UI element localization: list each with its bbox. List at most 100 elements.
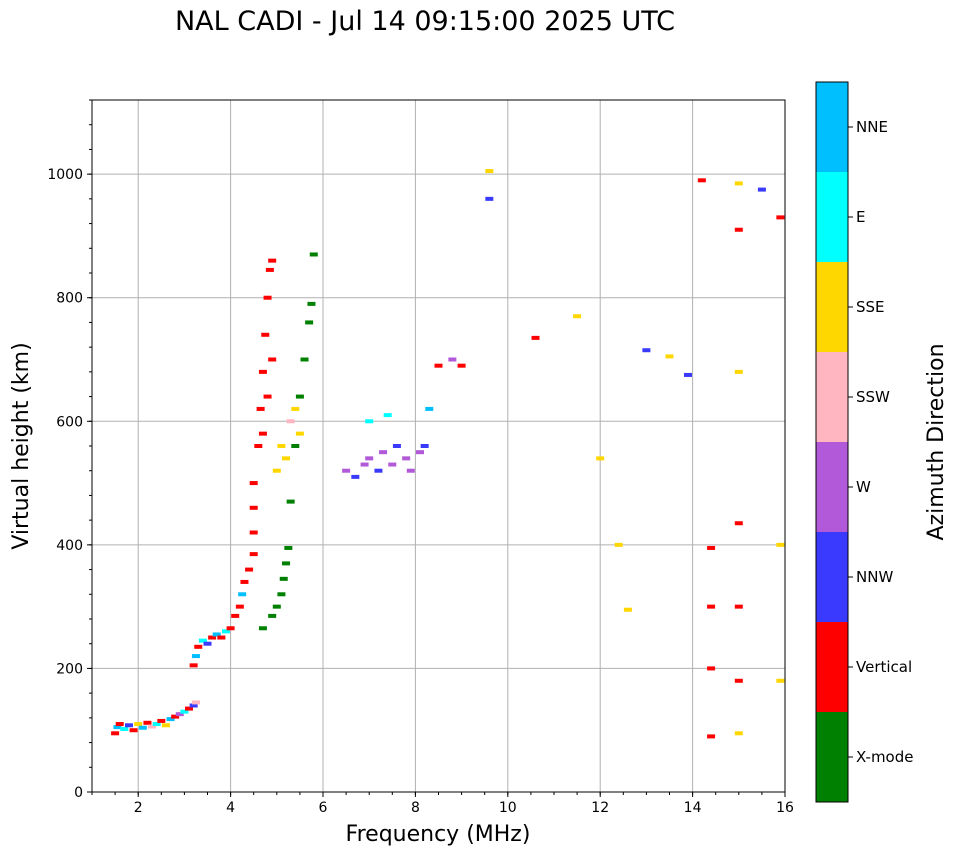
data-point (448, 357, 457, 362)
data-point (175, 712, 184, 717)
colorbar-segment (816, 442, 848, 532)
data-point (157, 718, 166, 723)
data-point (757, 187, 766, 192)
data-point (485, 196, 494, 201)
data-point (776, 678, 785, 683)
colorbar-segment (816, 82, 848, 172)
data-point (642, 348, 651, 353)
data-point (707, 666, 716, 671)
data-point (231, 613, 240, 618)
data-point (388, 462, 397, 467)
data-point (623, 607, 632, 612)
x-tick-label: 16 (776, 800, 794, 816)
data-point (734, 369, 743, 374)
data-point (279, 576, 288, 581)
data-point (245, 567, 254, 572)
data-point (392, 444, 401, 448)
data-point (420, 444, 429, 448)
data-point (734, 181, 743, 186)
data-point (295, 394, 304, 399)
data-point (191, 700, 200, 705)
data-point (734, 604, 743, 609)
data-point (129, 728, 138, 733)
colorbar-border (815, 81, 849, 803)
data-point (295, 431, 304, 436)
data-point (115, 722, 124, 727)
data-point (596, 456, 605, 461)
y-tick-label: 1000 (47, 167, 83, 183)
data-point (134, 722, 143, 727)
data-point (138, 725, 147, 730)
data-point (208, 635, 217, 640)
data-point (256, 406, 265, 411)
x-axis-label: Frequency (MHz) (346, 822, 531, 847)
data-point (291, 406, 300, 411)
data-point (425, 406, 434, 411)
data-point (226, 626, 235, 631)
data-point (249, 481, 258, 486)
data-point (263, 394, 272, 399)
data-point (258, 626, 267, 631)
colorbar-label-sse: SSE (856, 298, 885, 316)
y-tick-label: 600 (56, 414, 83, 430)
y-axis-ticks: 0 200 400 600 800 1000 (47, 99, 92, 801)
colorbar-label-ssw: SSW (856, 388, 890, 406)
colorbar-label-nne: NNE (856, 118, 888, 136)
data-point (268, 357, 277, 362)
data-point (263, 295, 272, 300)
data-point (776, 542, 785, 547)
colorbar-segment (816, 262, 848, 352)
y-tick-label: 800 (56, 291, 83, 307)
x-axis-ticks: 2 4 6 8 10 12 14 16 (91, 792, 794, 816)
data-point (282, 456, 291, 461)
x-tick-label: 4 (226, 800, 235, 816)
data-point (282, 561, 291, 566)
data-point (268, 258, 277, 263)
data-point (309, 252, 318, 257)
data-point (203, 641, 212, 646)
colorbar-segment (816, 172, 848, 262)
colorbar-segment (816, 622, 848, 712)
data-point (272, 604, 281, 609)
x-tick-label: 12 (591, 800, 609, 816)
plot-area (92, 100, 785, 792)
data-point (221, 629, 230, 634)
data-point (614, 542, 623, 547)
data-point (261, 332, 270, 337)
data-point (286, 419, 295, 424)
data-point (217, 635, 226, 640)
data-point (286, 499, 295, 504)
colorbar-segment (816, 352, 848, 442)
data-point (268, 613, 277, 618)
data-point (120, 726, 129, 731)
data-point (198, 638, 207, 643)
x-tick-label: 2 (134, 800, 143, 816)
colorbar-label: Azimuth Direction (924, 343, 949, 540)
data-point (734, 227, 743, 232)
data-point (291, 444, 300, 448)
data-point (365, 456, 374, 461)
data-point (277, 444, 286, 448)
data-point (284, 545, 293, 550)
data-point (113, 725, 122, 730)
data-point (272, 468, 281, 473)
data-point (374, 468, 383, 473)
data-point (171, 714, 180, 719)
x-tick-label: 8 (411, 800, 420, 816)
data-point (189, 703, 198, 708)
data-point (258, 369, 267, 374)
data-point (240, 579, 249, 584)
data-point (238, 592, 247, 597)
data-point (416, 450, 425, 455)
data-point (573, 314, 582, 319)
data-point (485, 169, 494, 174)
data-point (697, 178, 706, 183)
x-tick-label: 6 (319, 800, 328, 816)
data-point (342, 468, 351, 473)
data-point (406, 468, 415, 473)
data-point (531, 335, 540, 340)
data-point (351, 474, 360, 479)
data-point (776, 215, 785, 220)
data-point (300, 357, 309, 362)
